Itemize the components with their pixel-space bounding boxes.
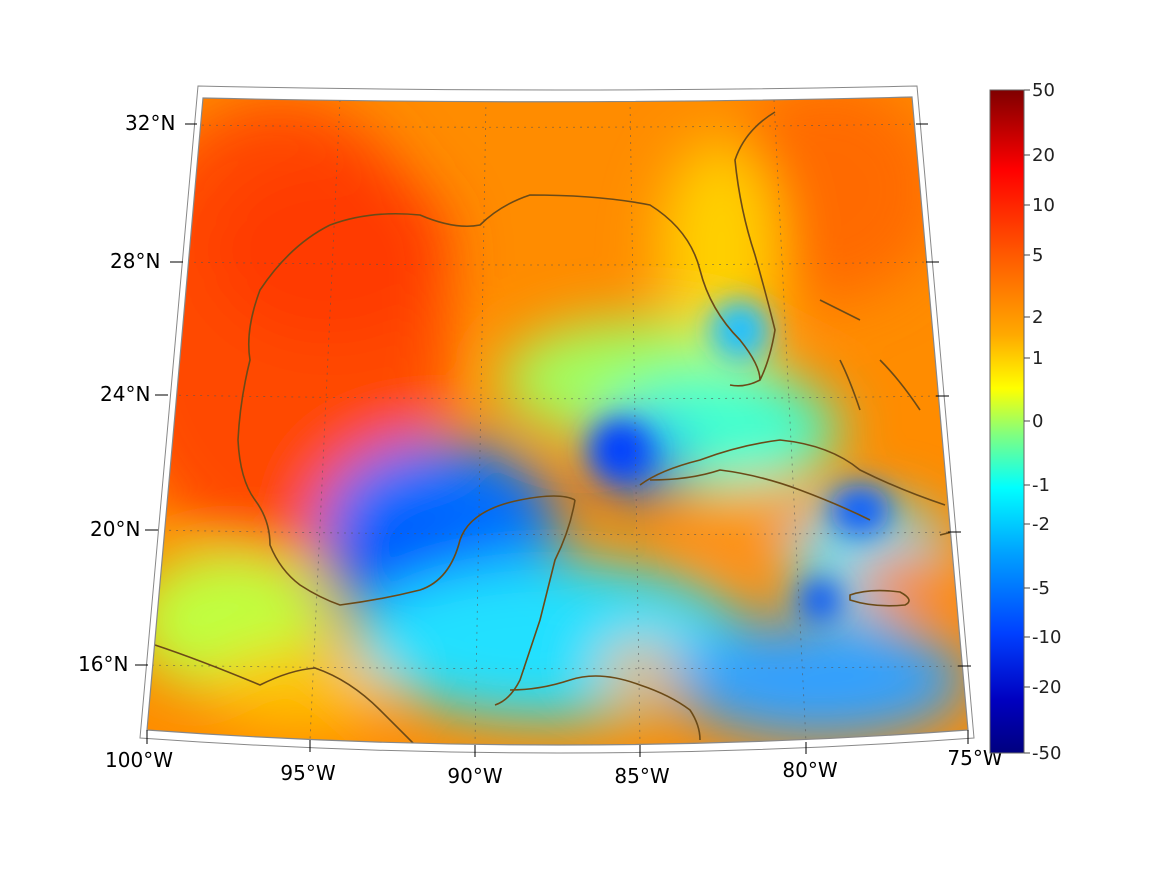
- coastline-bahamas-2: [839, 359, 861, 411]
- coastline-mexico-pacific: [154, 644, 416, 745]
- tick-marks: [135, 123, 971, 757]
- coastline-bahamas-1: [819, 299, 861, 321]
- colorbar-tick-label: 5: [1032, 245, 1043, 266]
- coastline-gulf-us-mexico: [329, 111, 776, 381]
- colorbar-tick-label: 50: [1032, 80, 1055, 101]
- meridian-85: [629, 99, 641, 745]
- coastline-bahamas-3: [879, 359, 921, 411]
- longitude-labels: 100°W95°W 90°W 85°W 80°W 75°W: [105, 746, 1003, 788]
- lon-label: 90°W: [447, 764, 502, 788]
- lat-label: 28°N: [110, 249, 160, 273]
- lat-label: 24°N: [100, 382, 150, 406]
- lon-label: 85°W: [614, 764, 669, 788]
- map-area[interactable]: [110, 80, 970, 770]
- colorbar-gradient: [989, 89, 1025, 754]
- latitude-labels: 32°N 28°N 24°N 20°N 16°N: [78, 111, 175, 676]
- colorbar-tick-label: -20: [1032, 677, 1061, 698]
- colorbar-tick-label: -50: [1032, 743, 1061, 764]
- parallel-16: [147, 664, 963, 670]
- coastline-cuba: [639, 439, 946, 506]
- colorbar-tick-label: 20: [1032, 145, 1055, 166]
- map-frame: [146, 96, 969, 746]
- colorbar-tick-label: 0: [1032, 411, 1043, 432]
- coastline-cuba-south: [649, 469, 871, 521]
- field-detail-blobs: [590, 300, 890, 620]
- lon-label: 95°W: [280, 761, 335, 785]
- coastline-texas-mexico-west: [237, 224, 576, 606]
- graticule: [147, 99, 963, 745]
- coastline-florida-keys: [729, 379, 761, 387]
- lat-label: 16°N: [78, 652, 128, 676]
- lon-label: 80°W: [782, 758, 837, 782]
- colorbar-tick-label: -1: [1032, 475, 1050, 496]
- coastline-central-america: [509, 675, 701, 741]
- field-anomaly-blobs: [147, 97, 968, 740]
- colorbar-tick-label: -2: [1032, 514, 1050, 535]
- lat-label: 20°N: [90, 517, 140, 541]
- coastline-jamaica: [849, 589, 910, 607]
- colorbar-tick-label: -5: [1032, 578, 1050, 599]
- colorbar-tick-label: 1: [1032, 348, 1043, 369]
- colorbar-tick-label: 2: [1032, 307, 1043, 328]
- parallel-24: [164, 394, 941, 400]
- colorbar-tick-label: 10: [1032, 195, 1055, 216]
- lat-label: 32°N: [125, 111, 175, 135]
- meridian-95: [309, 99, 341, 741]
- lon-label: 100°W: [105, 748, 173, 772]
- meridian-90: [474, 99, 487, 745]
- map-frame-outer: [139, 85, 975, 754]
- colorbar-tick-label: -10: [1032, 627, 1061, 648]
